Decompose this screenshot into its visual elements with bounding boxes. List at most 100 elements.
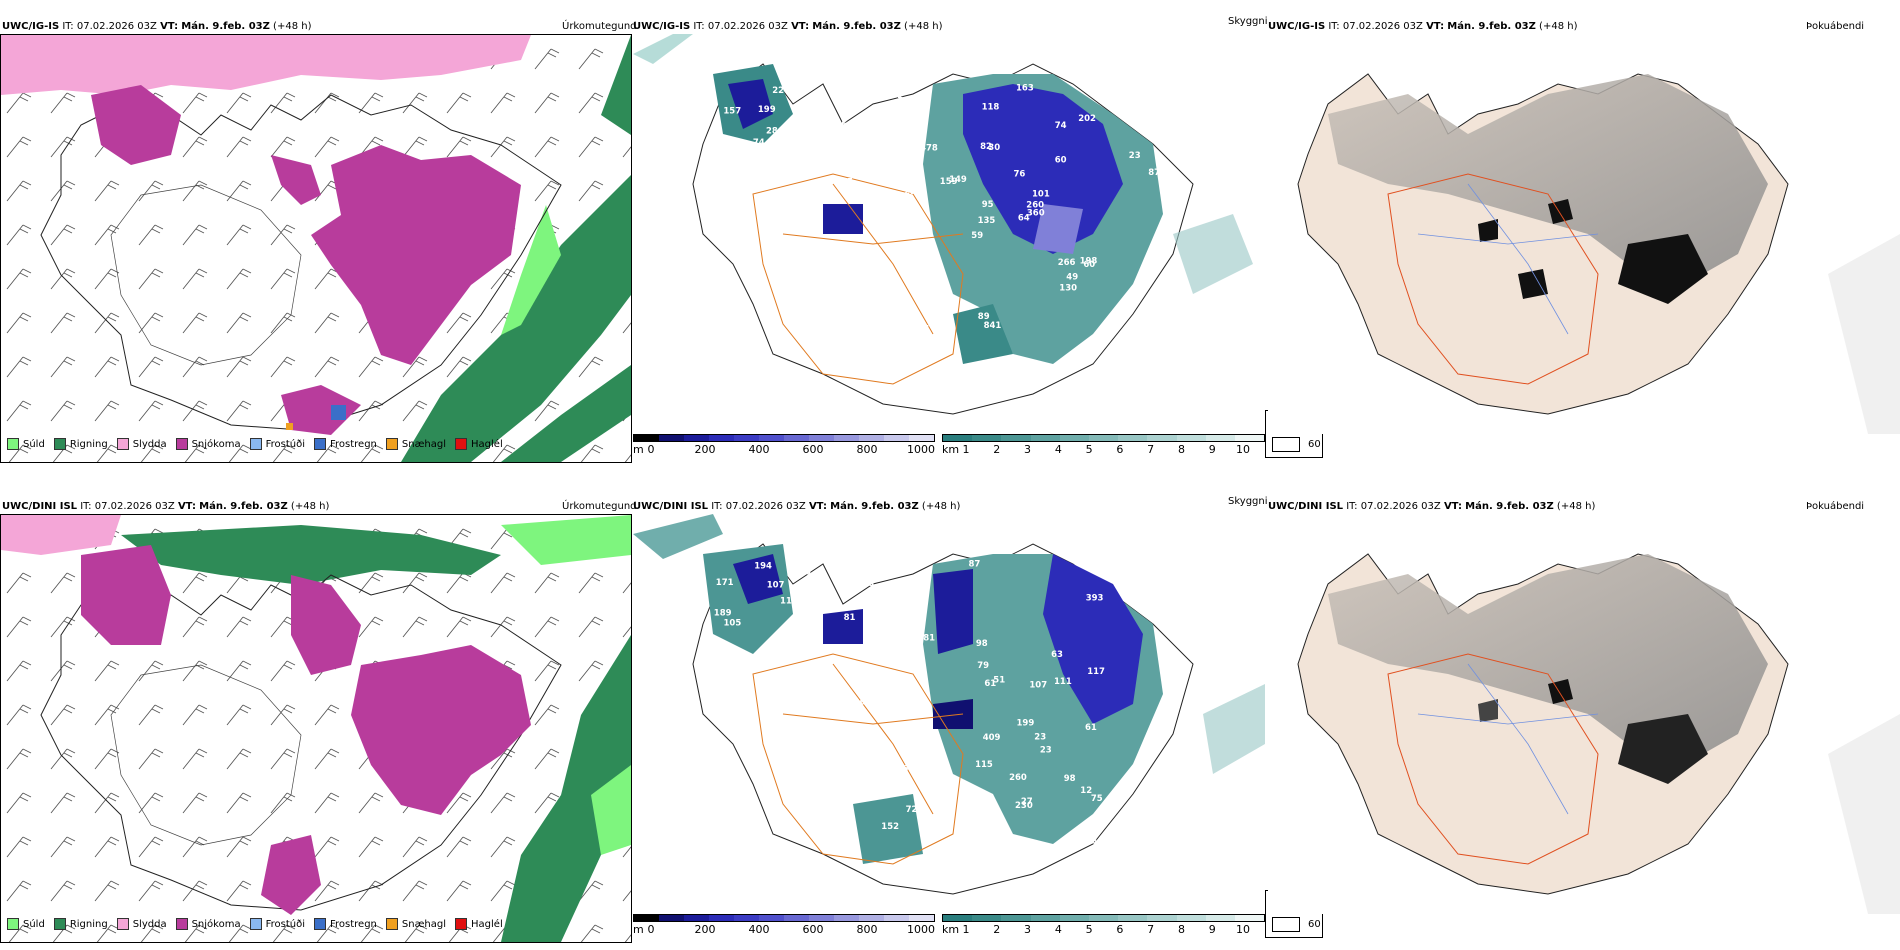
visibility-value-label: 114 [780, 597, 798, 607]
visibility-value-label: 152 [881, 822, 899, 832]
visibility-value-label: 157 [723, 106, 741, 116]
colorbar-segment [784, 915, 809, 921]
visibility-value-label: 223 [922, 292, 940, 302]
colorbar-km-ticks: km 1 2 3 4 5 6 7 8 9 10 [942, 922, 1265, 936]
visibility-value-label: 118 [856, 579, 874, 589]
colorbar-meters-bar [633, 434, 935, 442]
visibility-value-label: 60 [1055, 156, 1067, 166]
it-label: IT: [62, 21, 74, 32]
model-name: UWC/DINI ISL [2, 501, 78, 512]
precip-legend-item: Snjókoma [175, 918, 241, 930]
visibility-value-label: 61 [1085, 723, 1097, 733]
colorbar-tick: 6 [1116, 443, 1124, 456]
colorbar-km: km 1 2 3 4 5 6 7 8 9 10 [942, 434, 1265, 456]
colorbar-tick: 9 [1208, 443, 1216, 456]
visibility-value-label: 171 [716, 578, 734, 588]
visibility-value-label: 69 [902, 765, 914, 775]
colorbar-tick: 3 [1024, 923, 1032, 936]
visibility-value-label: 22 [772, 86, 784, 96]
colorbar-segment [1030, 435, 1060, 441]
colorbar-meters-ticks: m 0 200 400 600 800 1000 [633, 442, 935, 456]
precip-legend-item: Rigning [53, 438, 108, 450]
visibility-value-label: 89 [978, 312, 990, 322]
colorbar-meters-ticks: m 0 200 400 600 800 1000 [633, 922, 935, 936]
visibility-value-label: 66 [841, 120, 853, 130]
visibility-value-label: 107 [767, 580, 785, 590]
visibility-value-label: 260 [1009, 773, 1027, 783]
colorbar-segment [1001, 435, 1031, 441]
snow-area [311, 145, 521, 365]
model-name: UWC/DINI ISL [633, 501, 709, 512]
visibility-value-label: 12 [1080, 786, 1092, 796]
colorbar-segment [1088, 435, 1119, 441]
colorbar-segment [684, 915, 709, 921]
colorbar-tick: 1 [962, 923, 970, 936]
visibility-value-label: 76 [1014, 170, 1026, 180]
legend-swatch [175, 438, 188, 450]
colorbar-tick: 600 [802, 923, 824, 936]
visibility-value-label: 60 [920, 818, 932, 828]
visibility-value-label: 59 [971, 231, 983, 241]
visibility-value-label: 484 [863, 354, 881, 364]
vt-value: Mán. 9.feb. 03Z [1465, 501, 1554, 512]
vt-value: Mán. 9.feb. 03Z [199, 501, 288, 512]
precip-header: UWC/IG-IS IT: 07.02.2026 03Z VT: Mán. 9.… [2, 21, 311, 33]
colorbar-segment [1030, 915, 1060, 921]
precip-legend-item: Snjókoma [175, 438, 241, 450]
visibility-title: Skyggni [1228, 496, 1268, 507]
visibility-value-label: 135 [791, 675, 809, 685]
visibility-header: UWC/DINI ISL IT: 07.02.2026 03Z VT: Mán.… [633, 501, 960, 513]
vt-label: VT: [177, 501, 196, 512]
visibility-value-label: 202 [1078, 114, 1096, 124]
colorbar-segment [634, 915, 659, 921]
colorbar-unit: m [633, 443, 644, 456]
colorbar-segment [884, 915, 909, 921]
colorbar-tick: 7 [1147, 443, 1155, 456]
lead-time: (+48 h) [290, 501, 330, 512]
visibility-value-label: 478 [920, 143, 938, 153]
visibility-value-label: 23 [1040, 746, 1052, 756]
colorbar-meters-bar [633, 914, 935, 922]
legend-label: Rigning [69, 918, 108, 930]
legend-swatch [7, 918, 19, 930]
colorbar-segment [1205, 915, 1235, 921]
colorbar-tick: 5 [1085, 923, 1093, 936]
snow-area [351, 645, 531, 815]
legend-swatch [455, 918, 468, 930]
visibility-value-label: 194 [754, 562, 772, 572]
precip-legend-item: Frostúði [249, 438, 305, 450]
colorbar-segment [1234, 435, 1265, 441]
vt-label: VT: [1443, 501, 1462, 512]
precip-legend-item: Snæhagl [385, 438, 446, 450]
precip-header: UWC/DINI ISL IT: 07.02.2026 03Z VT: Mán.… [2, 501, 329, 513]
it-label: IT: [693, 21, 705, 32]
row-1: UWC/IG-IS IT: 07.02.2026 03Z VT: Mán. 9.… [0, 0, 1900, 470]
model-name: UWC/DINI ISL [1268, 501, 1344, 512]
visibility-value-label: 72 [906, 805, 918, 815]
legend-swatch [1272, 917, 1300, 932]
legend-label: 60 [1308, 439, 1321, 450]
colorbar-segment [1205, 435, 1235, 441]
colorbar-segment [1001, 915, 1031, 921]
visibility-value-label: 82 [980, 142, 992, 152]
visibility-value-label: 61 [984, 679, 996, 689]
colorbar-unit: km [942, 923, 960, 936]
colorbar-segment [784, 435, 809, 441]
colorbar-segment [684, 435, 709, 441]
visibility-values: 1891941148017113510510798495161878154692… [714, 559, 1178, 846]
colorbar-tick: 2 [993, 443, 1001, 456]
colorbar-segment [859, 915, 884, 921]
slydda-area [1, 515, 121, 555]
colorbar-km: km 1 2 3 4 5 6 7 8 9 10 [942, 914, 1265, 936]
iceland-outline [40, 574, 562, 911]
legend-label: Súld [23, 918, 45, 930]
precip-legend-item: Snæhagl [385, 918, 446, 930]
visibility-value-label: 196 [1160, 816, 1178, 826]
colorbar-tick: 7 [1147, 923, 1155, 936]
legend-label: Rigning [69, 438, 108, 450]
vt-label: VT: [808, 501, 827, 512]
it-label: IT: [711, 501, 723, 512]
colorbar-segment [1088, 915, 1119, 921]
colorbar-tick: 4 [1054, 443, 1062, 456]
colorbar-tick: 800 [856, 923, 878, 936]
